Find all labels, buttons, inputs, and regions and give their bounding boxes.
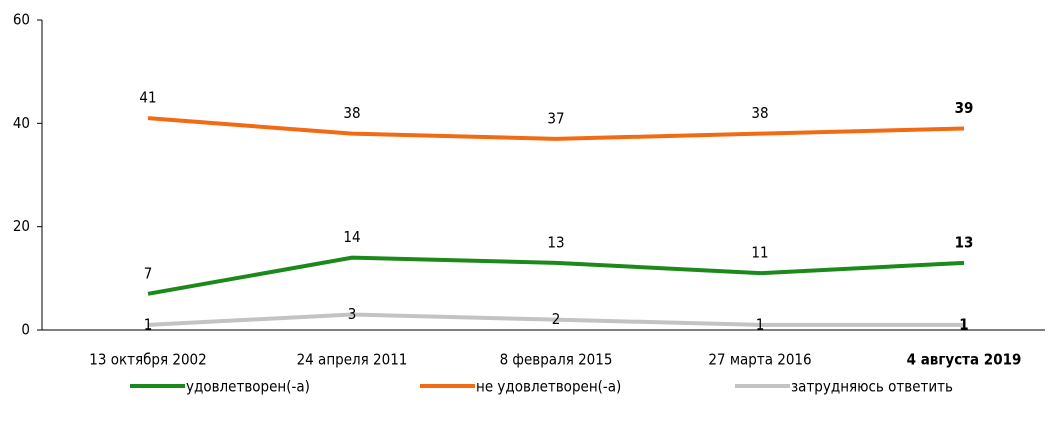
legend-label: затрудняюсь ответить <box>791 378 953 396</box>
data-label: 39 <box>955 99 974 117</box>
data-label: 38 <box>751 104 768 122</box>
x-tick-label: 8 февраля 2015 <box>500 351 613 369</box>
y-tick-label: 40 <box>13 114 30 132</box>
data-label: 11 <box>751 244 768 262</box>
data-label: 38 <box>343 104 360 122</box>
data-label: 13 <box>547 233 564 251</box>
x-tick-label: 13 октября 2002 <box>89 351 206 369</box>
x-tick-label: 24 апреля 2011 <box>297 351 408 369</box>
data-label: 37 <box>547 109 564 127</box>
series-line <box>147 116 965 141</box>
data-label: 14 <box>343 228 360 246</box>
x-tick-label: 27 марта 2016 <box>708 351 811 369</box>
data-label: 3 <box>348 305 357 323</box>
y-tick-label: 0 <box>21 321 30 339</box>
data-label: 1 <box>144 315 153 333</box>
legend-label: не удовлетворен(-а) <box>476 378 621 396</box>
y-tick-label: 60 <box>13 11 30 29</box>
series-line <box>147 255 965 296</box>
y-tick-label: 20 <box>13 217 30 235</box>
data-label: 1 <box>959 315 968 333</box>
data-label: 41 <box>139 89 156 107</box>
data-label: 2 <box>552 310 561 328</box>
data-label: 1 <box>756 315 765 333</box>
data-label: 7 <box>144 264 153 282</box>
legend-label: удовлетворен(-а) <box>186 378 310 396</box>
series-line <box>147 312 964 327</box>
data-label: 13 <box>955 233 974 251</box>
x-tick-label: 4 августа 2019 <box>907 351 1022 369</box>
